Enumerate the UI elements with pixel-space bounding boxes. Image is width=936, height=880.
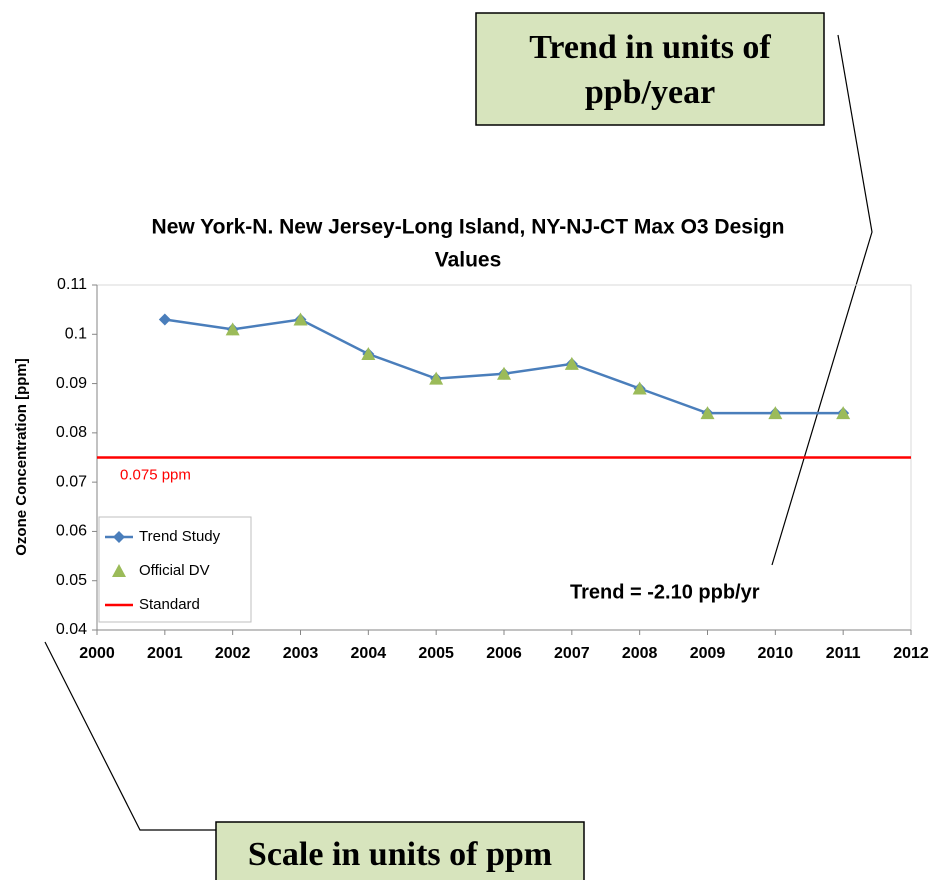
callout-box <box>475 12 825 126</box>
legend-marker <box>113 531 125 543</box>
marker <box>429 371 444 385</box>
y-tick-label: 0.04 <box>56 621 87 638</box>
callout-pointer <box>771 34 873 566</box>
annotation: Trend = -2.10 ppb/yr <box>570 581 760 603</box>
marker <box>293 312 308 326</box>
callout-text: Trend in units of <box>529 29 771 66</box>
x-tick-label: 2004 <box>351 645 387 662</box>
chart-title: New York-N. New Jersey-Long Island, NY-N… <box>152 216 785 239</box>
marker <box>564 356 579 370</box>
y-tick-label: 0.06 <box>56 523 87 540</box>
standard-label: 0.075 ppm <box>120 466 191 483</box>
x-tick-label: 2009 <box>690 645 726 662</box>
marker <box>497 366 511 380</box>
x-tick-label: 2011 <box>826 645 861 662</box>
y-tick-label: 0.05 <box>56 572 87 589</box>
x-tick-label: 2005 <box>418 645 454 662</box>
callout-box <box>215 821 585 880</box>
x-tick-label: 2006 <box>486 645 522 662</box>
legend-label: Official DV <box>139 562 210 579</box>
x-tick-label: 2008 <box>622 645 658 662</box>
legend-marker <box>112 564 126 577</box>
chart-title: Values <box>435 249 502 272</box>
x-tick-label: 2000 <box>79 645 115 662</box>
y-tick-label: 0.09 <box>56 375 87 392</box>
marker <box>768 406 783 420</box>
x-tick-label: 2007 <box>554 645 590 662</box>
y-tick-label: 0.11 <box>57 276 87 293</box>
x-tick-label: 2002 <box>215 645 251 662</box>
marker <box>361 347 376 360</box>
marker <box>700 406 715 420</box>
y-tick-label: 0.1 <box>65 326 87 343</box>
y-tick-label: 0.08 <box>56 424 87 441</box>
callout-pointer <box>44 641 216 831</box>
callout-text: ppb/year <box>585 74 715 111</box>
legend-label: Trend Study <box>139 528 221 545</box>
marker <box>225 322 240 336</box>
callout-text: Scale in units of ppm <box>248 836 552 873</box>
legend-label: Standard <box>139 596 200 613</box>
marker <box>632 381 647 395</box>
x-tick-label: 2003 <box>283 645 319 662</box>
x-tick-label: 2010 <box>758 645 794 662</box>
x-tick-label: 2012 <box>893 645 929 662</box>
y-axis-label: Ozone Concentration [ppm] <box>13 358 30 556</box>
marker <box>836 406 851 420</box>
series-line <box>164 318 844 415</box>
x-tick-label: 2001 <box>147 645 183 662</box>
y-tick-label: 0.07 <box>56 473 87 490</box>
marker <box>158 313 171 326</box>
